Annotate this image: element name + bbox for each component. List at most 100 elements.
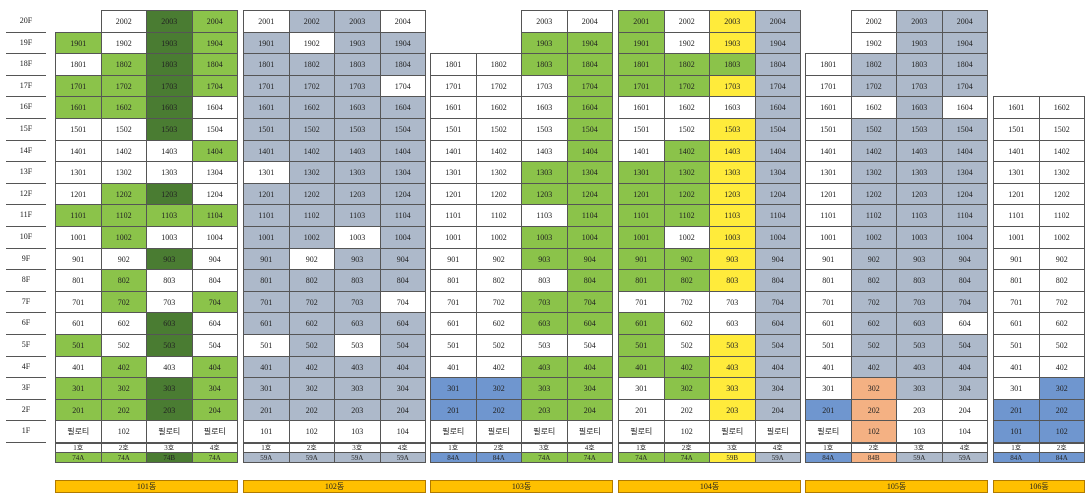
unit-cell[interactable]: 1904 — [566, 31, 613, 55]
unit-cell[interactable]: 1003 — [334, 226, 381, 249]
unit-cell[interactable]: 2003 — [521, 10, 568, 33]
unit-cell[interactable]: 1804 — [941, 53, 988, 76]
unit-cell[interactable]: 1404 — [941, 139, 988, 163]
unit-cell[interactable]: 1404 — [754, 139, 801, 163]
unit-cell[interactable]: 404 — [566, 355, 613, 379]
unit-cell[interactable]: 502 — [475, 334, 522, 357]
unit-cell[interactable]: 302 — [663, 377, 710, 400]
unit-cell[interactable]: 204 — [191, 398, 238, 422]
unit-cell[interactable]: 204 — [566, 398, 613, 422]
unit-cell[interactable]: 803 — [896, 269, 943, 292]
unit-cell[interactable]: 504 — [379, 334, 426, 357]
unit-cell[interactable]: 1503 — [334, 118, 381, 141]
unit-cell[interactable]: 1602 — [850, 96, 897, 119]
unit-cell[interactable]: 1502 — [100, 118, 147, 141]
unit-cell[interactable]: 1701 — [430, 74, 477, 98]
unit-cell[interactable]: 502 — [1038, 334, 1085, 357]
unit-cell[interactable]: 2001 — [243, 10, 290, 33]
unit-cell[interactable]: 1501 — [243, 118, 290, 141]
unit-cell[interactable]: 501 — [993, 334, 1040, 357]
unit-cell[interactable]: 401 — [243, 355, 290, 379]
unit-cell[interactable]: 1804 — [754, 53, 801, 76]
unit-cell[interactable]: 904 — [566, 247, 613, 271]
unit-cell[interactable]: 1403 — [709, 139, 756, 163]
unit-cell[interactable]: 402 — [850, 355, 897, 379]
unit-cell[interactable]: 302 — [475, 377, 522, 400]
unit-cell[interactable]: 703 — [896, 290, 943, 314]
unit-cell[interactable]: 1302 — [288, 161, 335, 184]
unit-cell[interactable]: 802 — [100, 269, 147, 292]
unit-cell[interactable]: 1601 — [55, 96, 102, 119]
unit-cell[interactable]: 1302 — [663, 161, 710, 184]
unit-cell[interactable]: 1202 — [850, 182, 897, 206]
unit-cell[interactable]: 1702 — [850, 74, 897, 98]
unit-cell[interactable]: 501 — [430, 334, 477, 357]
unit-cell[interactable]: 1503 — [146, 118, 193, 141]
unit-cell[interactable]: 1403 — [334, 139, 381, 163]
unit-cell[interactable]: 1404 — [191, 139, 238, 163]
unit-cell[interactable]: 1801 — [805, 53, 852, 76]
unit-cell[interactable]: 804 — [754, 269, 801, 292]
unit-cell[interactable]: 604 — [941, 312, 988, 335]
unit-cell[interactable]: 1201 — [55, 182, 102, 206]
unit-cell[interactable]: 1803 — [896, 53, 943, 76]
unit-cell[interactable]: 1904 — [941, 31, 988, 55]
unit-cell[interactable]: 903 — [334, 247, 381, 271]
unit-cell[interactable]: 401 — [993, 355, 1040, 379]
unit-cell[interactable]: 1502 — [663, 118, 710, 141]
unit-cell[interactable]: 1604 — [941, 96, 988, 119]
unit-cell[interactable]: 1402 — [663, 139, 710, 163]
unit-cell[interactable]: 1802 — [100, 53, 147, 76]
unit-cell[interactable]: 1002 — [288, 226, 335, 249]
unit-cell[interactable]: 704 — [566, 290, 613, 314]
unit-cell[interactable]: 402 — [663, 355, 710, 379]
unit-cell[interactable]: 1601 — [805, 96, 852, 119]
unit-cell[interactable]: 803 — [334, 269, 381, 292]
unit-cell[interactable]: 201 — [430, 398, 477, 422]
unit-cell[interactable]: 904 — [191, 247, 238, 271]
unit-cell[interactable]: 803 — [146, 269, 193, 292]
unit-cell[interactable]: 1803 — [709, 53, 756, 76]
unit-cell[interactable]: 1302 — [475, 161, 522, 184]
unit-cell[interactable]: 1704 — [191, 74, 238, 98]
unit-cell[interactable]: 602 — [288, 312, 335, 335]
unit-cell[interactable]: 1302 — [1038, 161, 1085, 184]
unit-cell[interactable]: 1704 — [566, 74, 613, 98]
unit-cell[interactable]: 504 — [191, 334, 238, 357]
unit-cell[interactable]: 502 — [850, 334, 897, 357]
unit-cell[interactable]: 503 — [146, 334, 193, 357]
unit-cell[interactable]: 1104 — [379, 204, 426, 227]
unit-cell[interactable]: 701 — [55, 290, 102, 314]
unit-cell[interactable]: 501 — [618, 334, 665, 357]
unit-cell[interactable]: 902 — [100, 247, 147, 271]
unit-cell[interactable]: 601 — [430, 312, 477, 335]
unit-cell[interactable]: 801 — [618, 269, 665, 292]
unit-cell[interactable]: 1304 — [379, 161, 426, 184]
unit-cell[interactable]: 2004 — [566, 10, 613, 33]
unit-cell[interactable]: 1104 — [941, 204, 988, 227]
unit-cell[interactable]: 602 — [1038, 312, 1085, 335]
unit-cell[interactable]: 1002 — [100, 226, 147, 249]
unit-cell[interactable]: 404 — [941, 355, 988, 379]
unit-cell[interactable]: 301 — [993, 377, 1040, 400]
unit-cell[interactable]: 204 — [379, 398, 426, 422]
unit-cell[interactable]: 904 — [754, 247, 801, 271]
unit-cell[interactable]: 303 — [521, 377, 568, 400]
unit-cell[interactable]: 1102 — [475, 204, 522, 227]
unit-cell[interactable]: 1203 — [709, 182, 756, 206]
unit-cell[interactable]: 1003 — [896, 226, 943, 249]
unit-cell[interactable]: 1202 — [100, 182, 147, 206]
unit-cell[interactable]: 1203 — [334, 182, 381, 206]
unit-cell[interactable]: 1101 — [805, 204, 852, 227]
unit-cell[interactable]: 704 — [191, 290, 238, 314]
unit-cell[interactable]: 1303 — [146, 161, 193, 184]
unit-cell[interactable]: 1902 — [850, 31, 897, 55]
unit-cell[interactable]: 1501 — [430, 118, 477, 141]
unit-cell[interactable]: 1503 — [709, 118, 756, 141]
unit-cell[interactable]: 701 — [243, 290, 290, 314]
unit-cell[interactable]: 303 — [334, 377, 381, 400]
unit-cell[interactable]: 1204 — [754, 182, 801, 206]
unit-cell[interactable]: 1501 — [618, 118, 665, 141]
unit-cell[interactable]: 1801 — [55, 53, 102, 76]
unit-cell[interactable]: 202 — [1038, 398, 1085, 422]
